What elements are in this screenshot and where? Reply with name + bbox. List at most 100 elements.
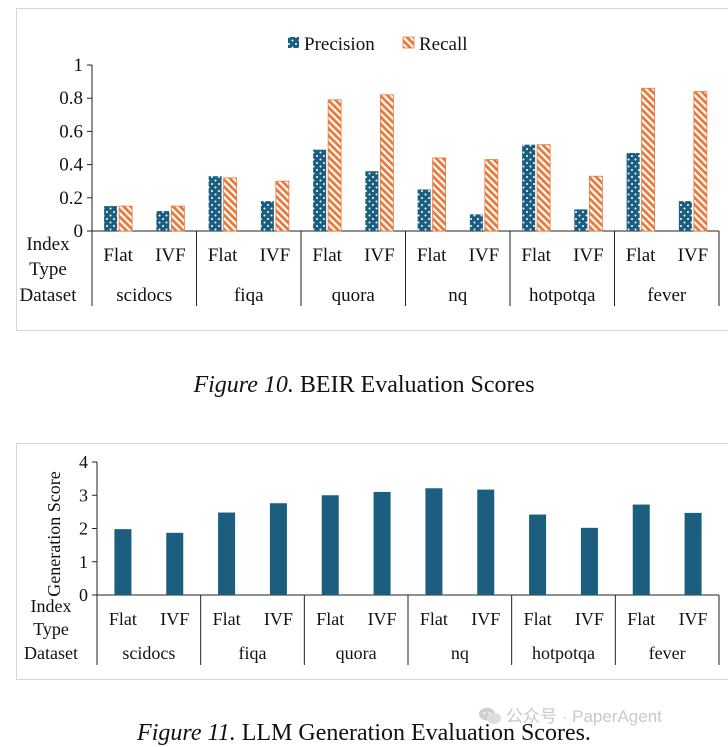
index-type-label: IVF [471,609,500,629]
y-tick-label: 4 [79,452,88,472]
bar-generation-score [218,513,235,595]
y-tick-label: 3 [79,485,88,505]
dataset-label: scidocs [116,285,172,306]
watermark: 公众号 · PaperAgent [478,702,662,727]
bar-recall [537,145,550,231]
index-type-label: Flat [109,609,137,629]
bar-generation-score [425,488,442,595]
index-type-label: IVF [368,609,397,629]
bar-precision [156,211,169,231]
bar-precision [627,153,640,231]
bar-precision [522,145,535,231]
figure-11-label: Figure 11. [137,720,236,746]
bar-recall [642,88,655,231]
bar-recall [276,181,289,231]
bar-recall [171,206,184,231]
y-tick-label: 0.2 [59,188,83,209]
chart-frame [17,9,728,331]
index-type-label: Flat [312,245,342,266]
index-type-label: IVF [364,245,395,266]
bar-recall [119,206,132,231]
bar-recall [589,176,602,231]
watermark-text: 公众号 · PaperAgent [506,707,662,726]
bar-precision [679,201,692,231]
bar-precision [365,171,378,231]
bar-recall [485,160,498,231]
row-label-dataset: Dataset [24,643,78,663]
bar-generation-score [633,505,650,595]
bar-generation-score [529,515,546,595]
bar-generation-score [685,513,702,595]
bar-precision [313,150,326,231]
y-axis-label: Generation Score [44,471,64,596]
bar-recall [224,178,237,231]
legend-label-precision: Precision [304,34,375,55]
index-type-label: Flat [524,609,552,629]
index-type-label: Flat [417,245,447,266]
bar-recall [328,100,341,231]
dataset-label: nq [451,643,469,663]
figure-10-caption: Figure 10. BEIR Evaluation Scores [0,372,728,399]
y-tick-label: 0.8 [59,88,83,109]
row-label-type: Type [29,259,67,280]
index-type-label: Flat [627,609,655,629]
y-tick-label: 0.6 [59,121,83,142]
dataset-label: hotpotqa [529,285,596,306]
index-type-label: Flat [420,609,448,629]
bar-generation-score [581,528,598,595]
index-type-label: IVF [155,245,186,266]
y-tick-label: 1 [74,55,84,76]
row-label-index: Index [26,234,70,255]
index-type-label: IVF [260,245,291,266]
bar-generation-score [166,533,183,595]
index-type-label: Flat [213,609,241,629]
index-type-label: IVF [160,609,189,629]
y-tick-label: 1 [79,552,88,572]
legend: Precision Recall [288,34,468,55]
bar-precision [418,190,431,232]
y-tick-label: 0 [74,221,84,242]
bar-recall [433,158,446,231]
bars [104,88,707,231]
dataset-label: quora [332,285,376,306]
bars [114,488,701,595]
legend-label-recall: Recall [419,34,468,55]
bar-precision [209,176,222,231]
dataset-label: quora [336,643,377,663]
row-label-dataset: Dataset [20,285,78,306]
dataset-label: scidocs [122,643,175,663]
bar-generation-score [374,492,391,595]
dataset-label: hotpotqa [532,643,595,663]
y-tick-label: 0.4 [59,155,83,176]
bar-generation-score [322,495,339,595]
bar-precision [470,214,483,231]
index-type-label: IVF [573,245,604,266]
legend-swatch-recall [403,37,414,48]
y-tick-label: 2 [79,519,88,539]
bar-recall [380,95,393,231]
figure-10-text: BEIR Evaluation Scores [300,372,535,398]
figure-10-label: Figure 10. [193,372,293,398]
index-type-label: Flat [521,245,551,266]
bar-generation-score [477,490,494,595]
index-type-label: IVF [575,609,604,629]
bar-generation-score [270,503,287,595]
dataset-label: fiqa [239,643,267,663]
row-label-type: Type [33,619,69,639]
dataset-label: fever [647,285,687,306]
index-type-label: IVF [679,609,708,629]
index-type-label: Flat [208,245,238,266]
dataset-label: fever [649,643,686,663]
index-type-label: Flat [316,609,344,629]
y-tick-label: 0 [79,585,88,605]
dataset-label: nq [448,285,468,306]
legend-swatch-precision [288,37,299,48]
index-type-label: IVF [469,245,500,266]
bar-precision [261,201,274,231]
bar-precision [574,209,587,231]
index-type-label: Flat [626,245,656,266]
beir-chart: Precision Recall 1 0.8 0.6 0.4 0.2 0 Index Typ… [0,0,728,335]
